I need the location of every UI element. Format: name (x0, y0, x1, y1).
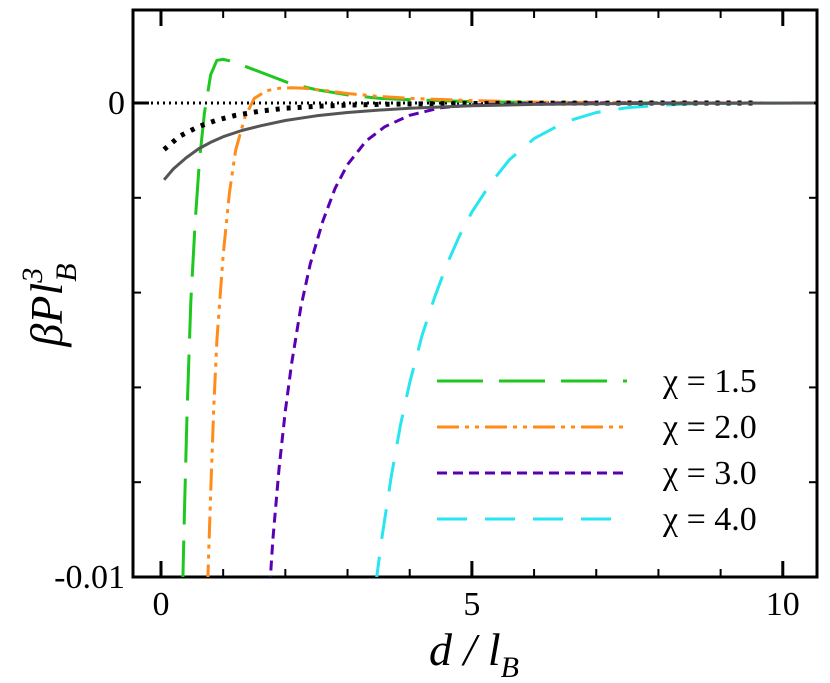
y-axis-label-sub: B (50, 263, 83, 281)
series-layer (162, 57, 814, 577)
series-line-4 (375, 101, 814, 577)
y-tick-label: -0.01 (54, 559, 125, 596)
x-axis-label: d / lB (429, 624, 519, 683)
y-axis-label-sup: 3 (16, 268, 49, 284)
x-axis-label-sub: B (501, 651, 519, 683)
x-tick-label: 10 (766, 586, 800, 623)
y-tick-label: 0 (108, 85, 125, 122)
y-axis-label: βPl3B (16, 263, 83, 347)
x-axis-label-main: d / l (429, 624, 501, 675)
axis-tick-labels: 0 5 10 -0.01 0 (54, 85, 800, 623)
axis-ticks (133, 10, 817, 579)
legend-label-3: χ = 3.0 (662, 455, 757, 492)
series-line-6 (162, 101, 814, 181)
legend-label-4: χ = 4.0 (662, 501, 757, 538)
y-axis-label-main: βPl (21, 283, 72, 348)
legend-label-2: χ = 2.0 (662, 409, 757, 446)
legend: χ = 1.5 χ = 2.0 χ = 3.0 χ = 4.0 (437, 363, 757, 538)
x-tick-label: 0 (152, 586, 169, 623)
legend-label-1: χ = 1.5 (662, 363, 757, 400)
x-tick-label: 5 (463, 586, 480, 623)
